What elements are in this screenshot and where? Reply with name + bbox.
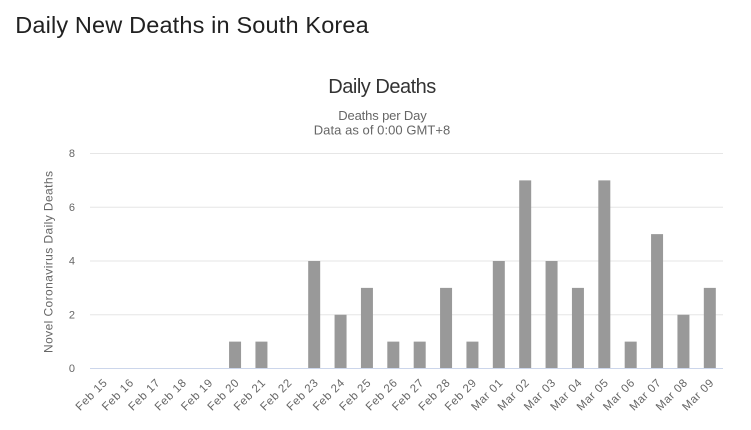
- svg-text:Daily Deaths: Daily Deaths: [328, 76, 436, 98]
- svg-text:Daily New Deaths in South Kore: Daily New Deaths in South Korea: [15, 12, 369, 38]
- svg-text:Data as of 0:00 GMT+8: Data as of 0:00 GMT+8: [314, 122, 451, 137]
- svg-text:8: 8: [69, 148, 75, 160]
- svg-text:6: 6: [69, 202, 75, 214]
- svg-text:Novel Coronavirus Daily Deaths: Novel Coronavirus Daily Deaths: [42, 171, 56, 353]
- svg-text:4: 4: [69, 256, 75, 268]
- svg-text:2: 2: [69, 309, 75, 321]
- svg-text:Deaths per Day: Deaths per Day: [338, 108, 427, 123]
- svg-text:0: 0: [69, 363, 75, 375]
